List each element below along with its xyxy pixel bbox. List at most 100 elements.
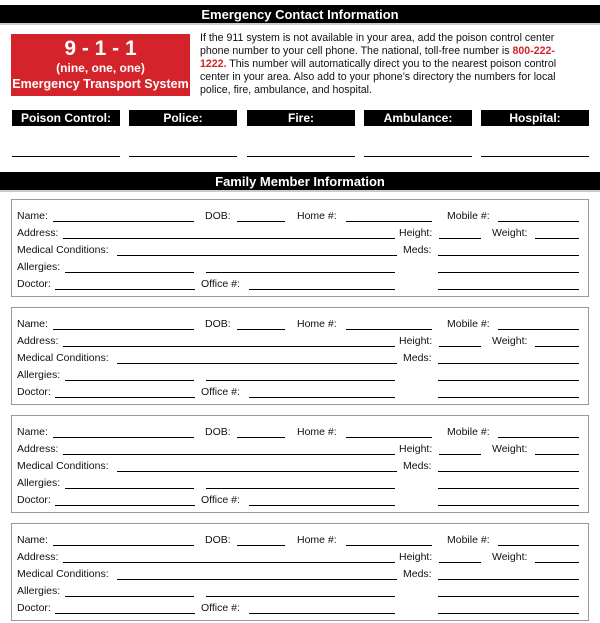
address-label: Address: — [17, 443, 59, 455]
mobile-phone-field[interactable] — [498, 329, 579, 330]
doctor-label: Doctor: — [17, 278, 51, 290]
intro-text: If the 911 system is not available in yo… — [200, 32, 570, 97]
allergies-field-2[interactable] — [206, 380, 395, 381]
meds-label: Meds: — [403, 460, 432, 472]
name-label: Name: — [17, 534, 48, 546]
fire-label: Fire: — [247, 110, 355, 126]
family-member-card: Name: DOB: Home #: Mobile #: Address: Height:… — [11, 307, 589, 405]
address-field[interactable] — [63, 346, 395, 347]
mobile-label: Mobile #: — [447, 318, 490, 330]
mobile-phone-field[interactable] — [498, 437, 579, 438]
allergies-label: Allergies: — [17, 261, 61, 273]
medical-label: Medical Conditions: — [17, 568, 109, 580]
ambulance-label: Ambulance: — [364, 110, 472, 126]
dob-field[interactable] — [237, 437, 285, 438]
home-label: Home #: — [297, 534, 337, 546]
weight-field[interactable] — [535, 238, 579, 239]
meds-field[interactable] — [438, 471, 579, 472]
office-phone-field[interactable] — [249, 397, 395, 398]
emergency-number-spelled: (nine, one, one) — [56, 61, 145, 75]
dob-label: DOB: — [205, 318, 231, 330]
allergies-field[interactable] — [65, 596, 194, 597]
address-label: Address: — [17, 227, 59, 239]
meds-field-2[interactable] — [438, 488, 579, 489]
fire-field[interactable] — [247, 156, 355, 157]
medical-conditions-field[interactable] — [117, 363, 397, 364]
ambulance-field[interactable] — [364, 156, 472, 157]
allergies-field-2[interactable] — [206, 488, 395, 489]
hospital-label: Hospital: — [481, 110, 589, 126]
meds-field-2[interactable] — [438, 596, 579, 597]
allergies-field-2[interactable] — [206, 272, 395, 273]
allergies-field-2[interactable] — [206, 596, 395, 597]
height-field[interactable] — [439, 562, 481, 563]
address-field[interactable] — [63, 562, 395, 563]
office-phone-field[interactable] — [249, 505, 395, 506]
emergency-911-box: 9 - 1 - 1 (nine, one, one) Emergency Tra… — [11, 34, 190, 96]
meds-field[interactable] — [438, 363, 579, 364]
weight-field[interactable] — [535, 454, 579, 455]
family-member-card: Name: DOB: Home #: Mobile #: Address: Height:… — [11, 199, 589, 297]
meds-field-2[interactable] — [438, 380, 579, 381]
dob-field[interactable] — [237, 545, 285, 546]
allergies-label: Allergies: — [17, 477, 61, 489]
home-phone-field[interactable] — [346, 437, 432, 438]
weight-field[interactable] — [535, 562, 579, 563]
family-member-header: Family Member Information — [0, 172, 600, 192]
height-field[interactable] — [439, 238, 481, 239]
name-label: Name: — [17, 426, 48, 438]
meds-field-3[interactable] — [438, 613, 579, 614]
height-label: Height: — [399, 443, 433, 455]
family-member-card: Name: DOB: Home #: Mobile #: Address: Height:… — [11, 415, 589, 513]
dob-label: DOB: — [205, 210, 231, 222]
home-phone-field[interactable] — [346, 545, 432, 546]
meds-field-2[interactable] — [438, 272, 579, 273]
office-label: Office #: — [201, 602, 240, 614]
name-field[interactable] — [53, 221, 194, 222]
name-label: Name: — [17, 210, 48, 222]
home-phone-field[interactable] — [346, 221, 432, 222]
name-field[interactable] — [53, 437, 194, 438]
name-field[interactable] — [53, 329, 194, 330]
address-field[interactable] — [63, 454, 395, 455]
poison-control-label: Poison Control: — [12, 110, 120, 126]
doctor-label: Doctor: — [17, 602, 51, 614]
home-phone-field[interactable] — [346, 329, 432, 330]
height-field[interactable] — [439, 454, 481, 455]
meds-label: Meds: — [403, 352, 432, 364]
allergies-field[interactable] — [65, 380, 194, 381]
hospital-field[interactable] — [481, 156, 589, 157]
office-phone-field[interactable] — [249, 613, 395, 614]
address-label: Address: — [17, 551, 59, 563]
meds-field[interactable] — [438, 255, 579, 256]
weight-field[interactable] — [535, 346, 579, 347]
mobile-label: Mobile #: — [447, 534, 490, 546]
mobile-phone-field[interactable] — [498, 545, 579, 546]
doctor-field[interactable] — [55, 289, 195, 290]
medical-conditions-field[interactable] — [117, 579, 397, 580]
home-label: Home #: — [297, 210, 337, 222]
allergies-field[interactable] — [65, 488, 194, 489]
meds-field[interactable] — [438, 579, 579, 580]
medical-conditions-field[interactable] — [117, 471, 397, 472]
meds-field-3[interactable] — [438, 289, 579, 290]
meds-field-3[interactable] — [438, 397, 579, 398]
police-field[interactable] — [129, 156, 237, 157]
height-field[interactable] — [439, 346, 481, 347]
dob-field[interactable] — [237, 329, 285, 330]
dob-field[interactable] — [237, 221, 285, 222]
allergies-field[interactable] — [65, 272, 194, 273]
allergies-label: Allergies: — [17, 369, 61, 381]
mobile-phone-field[interactable] — [498, 221, 579, 222]
medical-conditions-field[interactable] — [117, 255, 397, 256]
office-phone-field[interactable] — [249, 289, 395, 290]
doctor-field[interactable] — [55, 613, 195, 614]
mobile-label: Mobile #: — [447, 210, 490, 222]
poison-control-field[interactable] — [12, 156, 120, 157]
doctor-field[interactable] — [55, 397, 195, 398]
meds-field-3[interactable] — [438, 505, 579, 506]
doctor-field[interactable] — [55, 505, 195, 506]
address-field[interactable] — [63, 238, 395, 239]
name-field[interactable] — [53, 545, 194, 546]
office-label: Office #: — [201, 278, 240, 290]
